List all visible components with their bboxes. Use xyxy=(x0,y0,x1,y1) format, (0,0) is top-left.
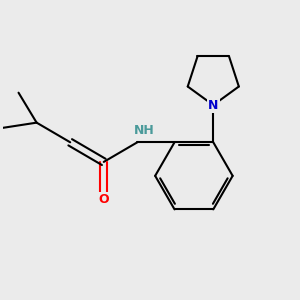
Text: NH: NH xyxy=(134,124,154,137)
Text: O: O xyxy=(98,193,109,206)
Text: N: N xyxy=(208,99,218,112)
